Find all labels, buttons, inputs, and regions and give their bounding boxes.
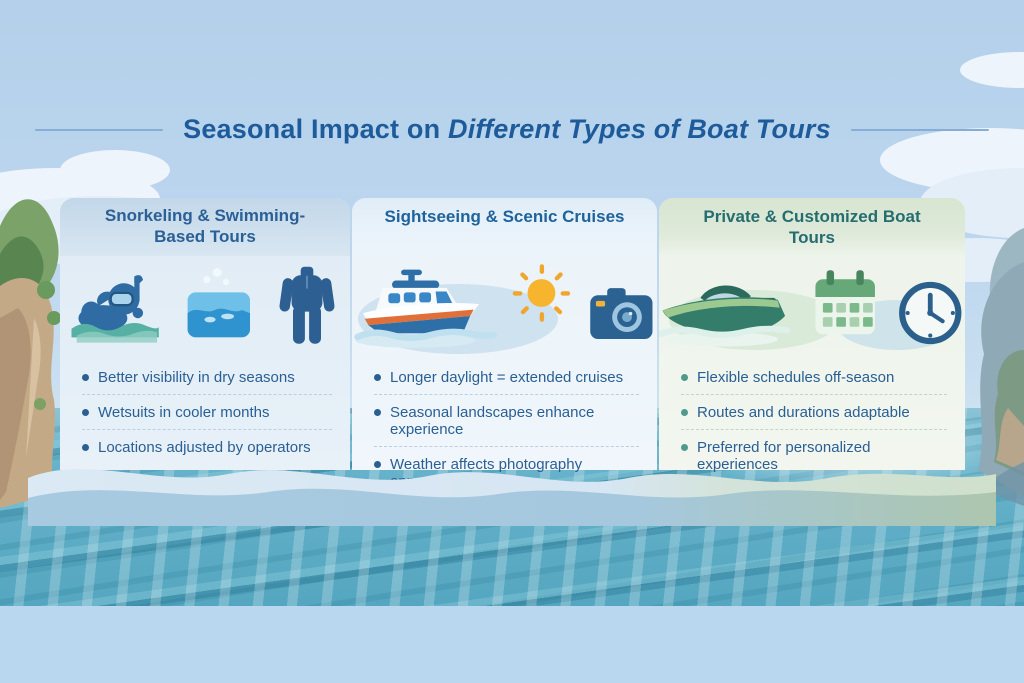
bullet-text: Locations adjusted by operators xyxy=(98,439,311,456)
card-icons xyxy=(659,256,965,356)
card-title: Private & Customized Boat Tours xyxy=(703,207,921,247)
bullet-dot xyxy=(82,409,89,416)
bullet-text: Longer daylight = extended cruises xyxy=(390,369,624,386)
bullet-dot xyxy=(681,409,688,416)
card-header: Snorkeling & Swimming-Based Tours xyxy=(60,198,350,256)
bullet-dot xyxy=(82,444,89,451)
card-private-tours: Private & Customized Boat Tours xyxy=(659,198,965,473)
bullet-item: Preferred for personalized experiences xyxy=(681,430,947,481)
mountains-illustration xyxy=(978,228,1024,506)
card-sightseeing-cruises: Sightseeing & Scenic Cruises xyxy=(352,198,657,490)
bullet-text: Wetsuits in cooler months xyxy=(98,404,270,421)
bullet-list: Flexible schedules off-season Routes and… xyxy=(659,356,965,481)
bullet-text: Better visibility in dry seasons xyxy=(98,369,295,386)
bullet-dot xyxy=(374,461,381,468)
bullet-item: Better visibility in dry seasons xyxy=(82,360,332,395)
bullet-item: Wetsuits in cooler months xyxy=(82,395,332,430)
title-divider-right xyxy=(850,128,989,131)
speedboat-icon xyxy=(659,285,791,347)
bullet-dot xyxy=(82,374,89,381)
page-title-row: Seasonal Impact on Different Types of Bo… xyxy=(0,114,1024,145)
bullet-item: Longer daylight = extended cruises xyxy=(374,360,639,395)
page-title-emphasis: Different Types of Boat Tours xyxy=(448,114,831,144)
card-title: Snorkeling & Swimming-Based Tours xyxy=(104,206,306,246)
bullet-dot xyxy=(681,374,688,381)
cloud xyxy=(60,150,170,190)
bullet-item: Flexible schedules off-season xyxy=(681,360,947,395)
card-header: Sightseeing & Scenic Cruises xyxy=(352,198,657,256)
tour-boat-icon xyxy=(354,269,497,348)
ocean-water-icon xyxy=(187,268,250,338)
wave-decoration xyxy=(28,469,996,526)
card-header: Private & Customized Boat Tours xyxy=(659,198,965,256)
clock-icon xyxy=(899,281,962,345)
card-icons xyxy=(60,256,350,356)
bullet-item: Seasonal landscapes enhance experience xyxy=(374,395,639,447)
card-snorkeling-tours: Snorkeling & Swimming-Based Tours xyxy=(60,198,350,470)
page-title: Seasonal Impact on Different Types of Bo… xyxy=(183,114,831,145)
card-title: Sightseeing & Scenic Cruises xyxy=(384,207,625,226)
sun-icon xyxy=(513,264,571,322)
camera-icon xyxy=(590,288,653,340)
bullet-text: Seasonal landscapes enhance experience xyxy=(390,404,595,438)
bullet-item: Routes and durations adaptable xyxy=(681,395,947,430)
bullet-dot xyxy=(681,444,688,451)
bullet-dot xyxy=(374,409,381,416)
page-title-prefix: Seasonal Impact on xyxy=(183,114,441,144)
wetsuit-icon xyxy=(279,266,335,344)
bullet-dot xyxy=(374,374,381,381)
bullet-text: Routes and durations adaptable xyxy=(697,404,910,421)
card-icons xyxy=(352,256,657,356)
bottom-strip xyxy=(0,606,1024,683)
calendar-icon xyxy=(815,270,876,335)
bullet-item: Locations adjusted by operators xyxy=(82,430,332,464)
cliff-illustration xyxy=(0,199,61,508)
bullet-text: Flexible schedules off-season xyxy=(697,369,895,386)
title-divider-left xyxy=(35,128,164,131)
bullet-text: Preferred for personalized experiences xyxy=(697,439,871,473)
bullet-list: Better visibility in dry seasons Wetsuit… xyxy=(60,356,350,464)
snorkeler-icon xyxy=(71,275,159,343)
